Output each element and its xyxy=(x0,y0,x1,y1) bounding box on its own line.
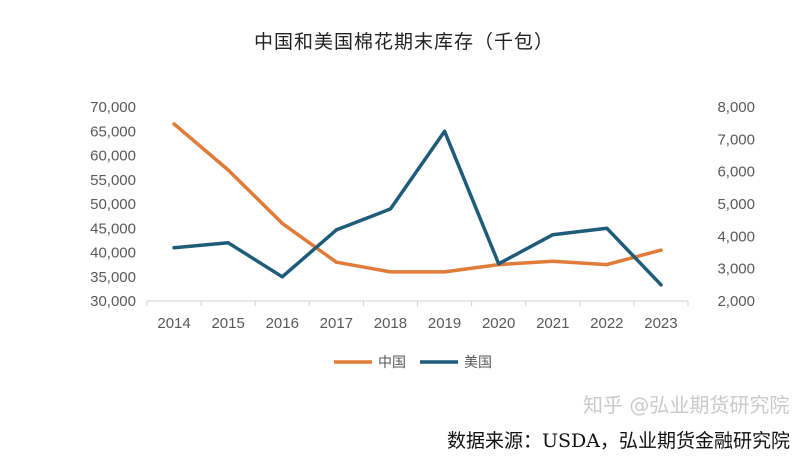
left-tick-label: 70,000 xyxy=(90,99,136,116)
usa-data-point xyxy=(442,129,447,133)
x-axis: 2014 2015 2016 2017 2018 2019 2020 2021 2022 2023 xyxy=(146,301,689,332)
right-tick-label: 8,000 xyxy=(717,99,755,116)
x-tick-label: 2020 xyxy=(482,315,515,332)
china-data-point xyxy=(605,263,609,267)
usa-data-point xyxy=(605,226,609,230)
china-data-point xyxy=(442,270,447,274)
right-tick-label: 4,000 xyxy=(717,228,755,245)
x-tick-label: 2017 xyxy=(320,315,353,332)
left-tick-label: 50,000 xyxy=(90,196,136,213)
axes: 30,000 35,000 40,000 45,000 50,000 55,000 60,0… xyxy=(90,99,755,332)
x-tick-label: 2015 xyxy=(211,315,244,332)
legend-label-usa: 美国 xyxy=(464,355,492,371)
x-tick-label: 2023 xyxy=(644,315,677,332)
right-tick-label: 2,000 xyxy=(717,293,755,310)
right-tick-label: 5,000 xyxy=(717,196,755,213)
left-tick-label: 55,000 xyxy=(90,172,136,189)
usa-data-point xyxy=(497,262,501,266)
usa-data-point xyxy=(280,275,284,279)
left-tick-label: 35,000 xyxy=(90,269,136,286)
usa-series-line xyxy=(172,129,663,287)
left-y-axis: 30,000 35,000 40,000 45,000 50,000 55,000 60,0… xyxy=(90,99,136,310)
china-series-line xyxy=(172,122,663,274)
x-tick-label: 2018 xyxy=(374,315,407,332)
x-tick-label: 2022 xyxy=(590,315,623,332)
left-tick-label: 45,000 xyxy=(90,220,136,237)
right-y-axis: 2,000 3,000 4,000 5,000 6,000 7,000 8,000 xyxy=(717,99,755,310)
usa-data-point xyxy=(334,228,338,232)
watermark: 知乎 @弘业期货研究院 xyxy=(583,393,789,417)
usa-data-point xyxy=(551,233,555,237)
x-tick-label: 2016 xyxy=(266,315,299,332)
x-tick-label: 2019 xyxy=(428,315,461,332)
usa-data-point xyxy=(388,207,393,211)
legend: 中国 美国 xyxy=(334,355,492,371)
left-tick-label: 65,000 xyxy=(90,123,136,140)
china-data-point xyxy=(226,168,230,172)
source-note: 数据来源：USDA，弘业期货金融研究院 xyxy=(447,430,790,452)
left-tick-label: 30,000 xyxy=(90,293,136,310)
chart-title: 中国和美国棉花期末库存（千包） xyxy=(254,31,554,53)
right-tick-label: 7,000 xyxy=(717,131,755,148)
usa-data-point xyxy=(172,246,176,250)
china-data-point xyxy=(172,122,176,126)
series-layer xyxy=(172,122,663,287)
china-data-point xyxy=(280,221,284,225)
right-tick-label: 3,000 xyxy=(717,261,755,278)
left-tick-label: 60,000 xyxy=(90,148,136,165)
left-tick-label: 40,000 xyxy=(90,245,136,262)
china-data-point xyxy=(659,248,663,252)
usa-data-point xyxy=(659,283,663,287)
right-tick-label: 6,000 xyxy=(717,164,755,181)
china-data-point xyxy=(334,260,338,264)
x-tick-label: 2021 xyxy=(536,315,569,332)
usa-data-point xyxy=(226,241,230,245)
china-data-point xyxy=(551,259,555,263)
china-data-point xyxy=(388,270,393,274)
legend-label-china: 中国 xyxy=(378,355,406,371)
x-tick-label: 2014 xyxy=(157,315,190,332)
